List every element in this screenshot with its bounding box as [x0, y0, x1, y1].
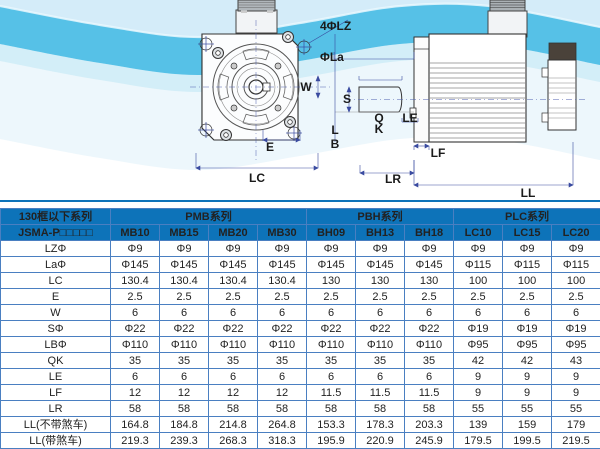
- svg-text:LL: LL: [521, 186, 536, 200]
- svg-text:S: S: [343, 92, 351, 106]
- svg-text:E: E: [266, 140, 274, 154]
- svg-text:LF: LF: [431, 146, 446, 160]
- svg-text:K: K: [375, 122, 384, 136]
- svg-text:LE: LE: [402, 111, 417, 125]
- svg-text:ΦLa: ΦLa: [320, 50, 344, 64]
- svg-text:B: B: [331, 137, 340, 151]
- svg-text:W: W: [300, 80, 312, 94]
- svg-text:4ΦLZ: 4ΦLZ: [320, 19, 351, 33]
- svg-text:LR: LR: [385, 172, 401, 186]
- svg-text:LC: LC: [249, 171, 265, 185]
- svg-text:L: L: [331, 123, 338, 137]
